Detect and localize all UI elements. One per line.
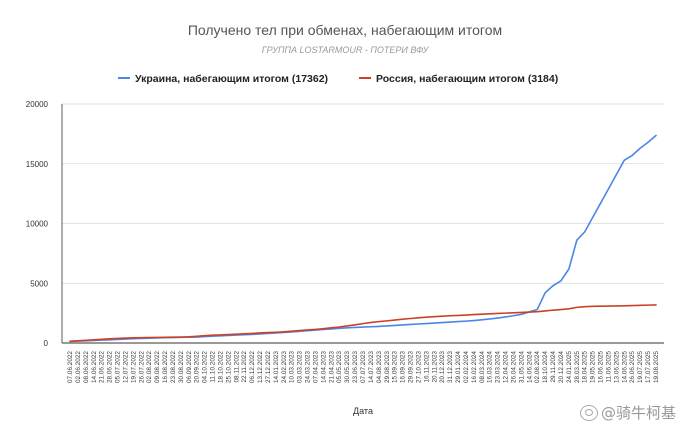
x-tick-label: 31.12.2023	[447, 351, 454, 383]
x-tick-label: 24.01.2025	[566, 351, 573, 383]
x-tick-label: 02.02.2024	[463, 351, 470, 383]
x-tick-label: 15.09.2023	[392, 351, 399, 383]
x-tick-label: 09.08.2022	[154, 351, 161, 383]
x-tick-label: 03.03.2023	[297, 351, 304, 383]
x-tick-label: 20.12.2024	[558, 351, 565, 383]
x-axis: 07.06.2022 02.06.2022 08.06.2022 14.06.2022…	[67, 351, 660, 383]
x-tick-label: 23.06.2023	[352, 351, 359, 383]
x-tick-label: 16.02.2024	[471, 351, 478, 383]
x-tick-label: 16.11.2023	[423, 351, 430, 383]
x-tick-label: 14.07.2023	[368, 351, 375, 383]
x-tick-label: 24.03.2023	[305, 351, 312, 383]
x-tick-label: 19.07.2022	[130, 351, 137, 383]
x-tick-label: 25.10.2022	[225, 351, 232, 383]
x-tick-label: 06.12.2022	[249, 351, 256, 383]
x-tick-label: 26.07.2022	[138, 351, 145, 383]
x-tick-label: 11.10.2022	[210, 351, 217, 383]
x-tick-label: 16.06.2025	[598, 351, 605, 383]
x-tick-label: 21.04.2023	[328, 351, 335, 383]
x-tick-label: 10.03.2023	[289, 351, 296, 383]
grid	[62, 103, 664, 344]
x-tick-label: 16.03.2024	[487, 351, 494, 383]
x-tick-label: 07.06.2022	[67, 351, 74, 383]
x-tick-label: 22.11.2022	[241, 351, 248, 383]
x-tick-label: 26.04.2024	[510, 351, 517, 383]
x-tick-label: 19.05.2025	[590, 351, 597, 383]
x-tick-label: 16.09.2023	[400, 351, 407, 383]
x-tick-label: 23.03.2024	[495, 351, 502, 383]
x-tick-label: 29.01.2024	[455, 351, 462, 383]
y-axis: 0 5000 10000 15000 20000	[26, 100, 63, 348]
x-tick-label: 14.04.2023	[320, 351, 327, 383]
x-tick-label: 05.07.2022	[115, 351, 122, 383]
x-tick-label: 20.11.2023	[431, 351, 438, 383]
x-tick-label: 28.06.2022	[107, 351, 114, 383]
x-tick-label: 19.08.2025	[653, 351, 660, 383]
x-tick-label: 08.06.2022	[83, 351, 90, 383]
x-tick-label: 27.12.2022	[265, 351, 272, 383]
x-tick-label: 13.06.2025	[613, 351, 620, 383]
x-tick-label: 30.08.2022	[178, 351, 185, 383]
weibo-icon	[579, 404, 598, 421]
x-tick-label: 14.06.2025	[621, 351, 628, 383]
x-tick-label: 12.07.2022	[122, 351, 129, 383]
watermark-text: @骑牛柯基	[600, 404, 676, 422]
x-tick-label: 14.01.2023	[273, 351, 280, 383]
legend-label: Украина, набегающим итогом (17362)	[135, 73, 328, 85]
chart-subtitle: ГРУППА LOSTARMOUR - ПОТЕРИ ВФУ	[262, 45, 430, 55]
x-tick-label: 13.12.2022	[257, 351, 264, 383]
y-tick-label: 5000	[30, 279, 48, 288]
x-tick-label: 04.08.2023	[376, 351, 383, 383]
x-tick-label: 19.07.2025	[637, 351, 644, 383]
legend: Украина, набегающим итогом (17362) Россия…	[118, 73, 558, 85]
x-tick-label: 14.06.2022	[91, 351, 98, 383]
legend-label: Россия, набегающим итогом (3184)	[376, 73, 558, 85]
x-tick-label: 08.11.2022	[233, 351, 240, 383]
y-tick-label: 20000	[26, 100, 49, 109]
x-tick-label: 29.09.2023	[408, 351, 415, 383]
series-layer	[69, 134, 657, 343]
y-tick-label: 15000	[26, 160, 49, 169]
series-line-russia	[69, 304, 657, 343]
watermark: @骑牛柯基	[579, 402, 676, 423]
x-tick-label: 08.03.2024	[479, 351, 486, 383]
x-tick-label: 07.04.2023	[312, 351, 319, 383]
x-tick-label: 20.09.2022	[194, 351, 201, 383]
x-tick-label: 05.05.2023	[336, 351, 343, 383]
x-tick-label: 16.08.2022	[162, 351, 169, 383]
x-tick-label: 27.10.2023	[415, 351, 422, 383]
x-tick-label: 29.08.2023	[384, 351, 391, 383]
x-tick-label: 02.06.2022	[75, 351, 82, 383]
x-tick-label: 18.10.2024	[542, 351, 549, 383]
x-tick-label: 06.09.2022	[186, 351, 193, 383]
x-tick-label: 02.08.2024	[534, 351, 541, 383]
x-tick-label: 24.02.2023	[281, 351, 288, 383]
y-tick-label: 0	[44, 339, 49, 348]
x-tick-label: 31.05.2024	[518, 351, 525, 383]
x-tick-label: 02.08.2022	[146, 351, 153, 383]
y-tick-label: 10000	[26, 220, 49, 229]
x-tick-label: 18.04.2025	[582, 351, 589, 383]
x-tick-label: 23.08.2022	[170, 351, 177, 383]
x-tick-label: 11.06.2025	[605, 351, 612, 383]
x-tick-label: 04.10.2022	[202, 351, 209, 383]
x-axis-label: Дата	[353, 406, 373, 416]
x-tick-label: 14.06.2024	[526, 351, 533, 383]
x-tick-label: 21.06.2022	[99, 351, 106, 383]
x-tick-label: 17.07.2025	[645, 351, 652, 383]
x-tick-label: 28.03.2025	[574, 351, 581, 383]
x-tick-label: 12.04.2024	[503, 351, 510, 383]
x-tick-label: 30.05.2023	[344, 351, 351, 383]
x-tick-label: 29.11.2024	[550, 351, 557, 383]
x-tick-label: 07.07.2023	[360, 351, 367, 383]
series-line-ukraine	[69, 134, 657, 343]
x-tick-label: 18.10.2022	[217, 351, 224, 383]
x-tick-label: 20.12.2023	[439, 351, 446, 383]
x-tick-label: 26.06.2025	[629, 351, 636, 383]
chart-title: Получено тел при обменах, набегающим ито…	[188, 22, 502, 38]
